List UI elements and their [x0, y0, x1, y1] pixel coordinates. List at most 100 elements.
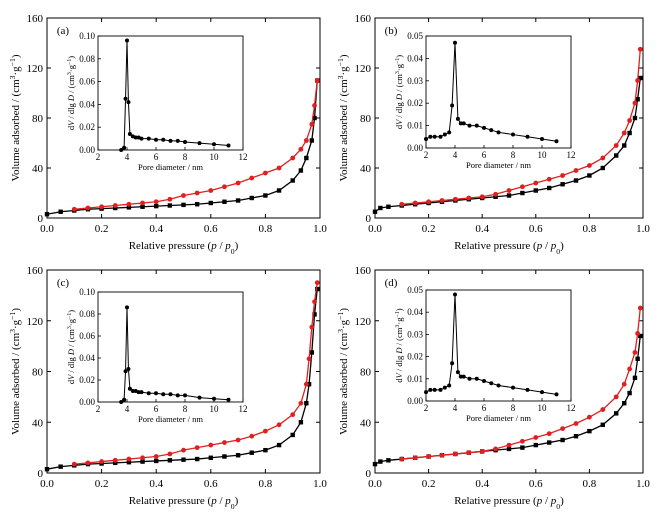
panel-a: 0.0 0.2 0.4 0.6 0.8 1.0 0 40 80 120 160 Relative pr… [8, 13, 328, 256]
data-point [112, 457, 118, 463]
x-tick-label: 0.0 [368, 223, 382, 235]
data-point [426, 199, 431, 205]
data-point [309, 138, 315, 143]
data-point [194, 445, 200, 451]
data-point [312, 115, 317, 121]
inset-data-point [197, 141, 202, 146]
data-point [290, 412, 296, 418]
inset-data-point [489, 381, 494, 386]
inset-data-point [125, 305, 129, 310]
inset-data-point [197, 395, 202, 400]
inset-y-tick-label: 0.02 [407, 98, 423, 108]
data-point [520, 190, 525, 196]
inset-data-point [432, 387, 437, 392]
data-point [276, 188, 282, 193]
y-tick-label: 160 [27, 265, 44, 277]
data-point [635, 97, 640, 102]
data-point [44, 466, 50, 472]
data-point [573, 434, 579, 439]
data-point [309, 350, 315, 355]
inset-data-point [183, 393, 187, 398]
x-tick-label: 0.4 [149, 478, 163, 490]
data-point [466, 450, 472, 456]
y-tick-label: 0 [38, 468, 44, 480]
data-point [439, 452, 445, 458]
data-point [587, 163, 592, 168]
data-point [632, 100, 638, 106]
inset-data-point [126, 100, 131, 105]
x-axis-label: Relative pressure (p / p0) [129, 495, 239, 511]
x-tick-label: 0.6 [204, 223, 218, 235]
data-point [194, 190, 200, 196]
x-tick-label: 0.8 [259, 478, 273, 490]
inset-x-tick-label: 12 [567, 150, 576, 160]
data-point [520, 438, 525, 444]
inset-chart: 2 4 6 8 10 12 0.00 0.02 0.04 0.06 0.08 0.10 Pore dia… [66, 287, 248, 424]
x-axis-label: Relative pressure (p / p0) [129, 240, 239, 256]
inset-x-tick-label: 8 [511, 150, 516, 160]
data-point [249, 450, 254, 455]
inset-x-tick-label: 10 [538, 150, 548, 160]
data-point [547, 185, 552, 191]
data-point [600, 155, 606, 161]
data-point [493, 194, 498, 199]
data-point [399, 456, 405, 462]
x-tick-label: 0.6 [204, 478, 218, 490]
data-point [546, 176, 552, 182]
data-point [314, 78, 320, 83]
data-point [632, 115, 638, 121]
data-point [315, 286, 320, 292]
data-point [573, 178, 579, 183]
inset-x-axis-label: Pore diameter / nm [138, 162, 203, 172]
data-point [58, 464, 63, 469]
inset-data-point [442, 385, 447, 390]
data-point [113, 205, 118, 211]
inset-data-point [438, 134, 443, 139]
panel-b: 0.0 0.2 0.4 0.6 0.8 1.0 0 40 80 120 160 Relative pr… [336, 13, 651, 256]
data-point [312, 299, 317, 305]
data-point [621, 381, 627, 387]
inset-x-tick-label: 12 [239, 404, 248, 414]
data-point [520, 445, 525, 450]
inset-data-point [482, 125, 486, 130]
inset-data-point [447, 130, 452, 135]
inset-y-tick-label: 0.04 [407, 53, 423, 63]
inset-data-point [127, 386, 132, 391]
inset-data-point [455, 116, 460, 121]
inset-data-point [525, 134, 530, 139]
inset-data-point [482, 379, 486, 384]
data-point [290, 178, 295, 183]
y-tick-label: 40 [32, 417, 44, 429]
data-point [113, 460, 118, 466]
y-tick-label: 40 [360, 163, 372, 175]
inset-y-tick-label: 0.04 [79, 353, 95, 363]
data-point [140, 204, 145, 209]
inset-x-tick-label: 6 [482, 150, 487, 160]
inset-data-point [511, 385, 515, 390]
data-point [314, 280, 320, 286]
data-point [298, 146, 304, 152]
inset-data-point [438, 387, 443, 392]
data-point [181, 202, 186, 208]
inset-data-point [424, 137, 428, 142]
data-point [290, 155, 296, 161]
inset-data-point [461, 121, 466, 126]
inset-x-tick-label: 4 [125, 404, 130, 414]
data-point [614, 153, 619, 158]
inset-data-point [212, 396, 216, 401]
inset-frame [425, 289, 572, 402]
data-point [621, 130, 627, 136]
inset-data-point [428, 134, 433, 139]
x-tick-label: 0.4 [475, 223, 489, 235]
inset-data-point [496, 383, 501, 388]
inset-data-point [154, 391, 158, 396]
inset-data-point [458, 121, 463, 126]
inset-data-point [489, 128, 494, 133]
y-axis-label: Volume adsorbed / (cm3·g−1) [8, 54, 23, 181]
x-tick-label: 1.0 [313, 478, 327, 490]
inset-x-axis-label: Pore diameter / nm [466, 160, 531, 170]
inset-data-point [146, 391, 151, 396]
y-tick-label: 160 [27, 13, 44, 25]
y-tick-label: 160 [355, 13, 372, 25]
data-point [276, 422, 282, 428]
